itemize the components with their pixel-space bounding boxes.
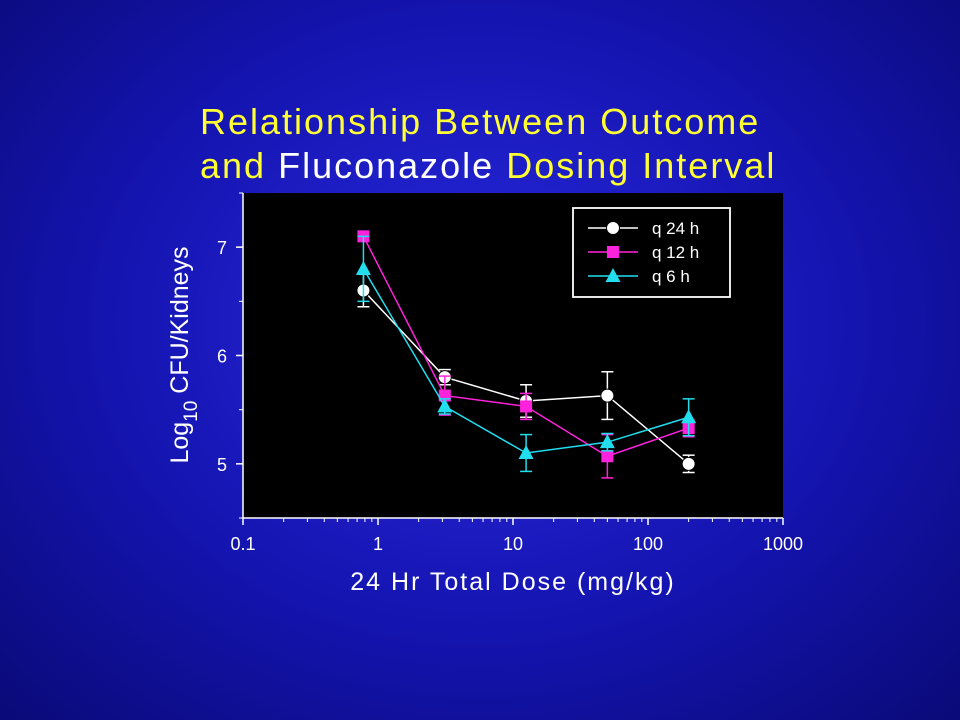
legend-label: q 6 h: [652, 267, 690, 286]
data-point: [681, 409, 697, 424]
x-axis-label: 24 Hr Total Dose (mg/kg): [350, 568, 675, 596]
axes: 0.1 1 10 100 1000 5 6 7: [217, 192, 803, 554]
legend-label: q 24 h: [652, 219, 699, 238]
series-triangle: [355, 235, 697, 473]
legend-marker: [605, 268, 621, 282]
data-point: [599, 434, 615, 449]
chart-title: Relationship Between Outcome and Flucona…: [200, 100, 920, 188]
legend-marker: [606, 221, 620, 235]
data-point: [437, 398, 453, 413]
title-line-2-end: Dosing Interval: [494, 145, 777, 186]
title-drug-name: Fluconazole: [278, 145, 495, 186]
x-tick-label: 100: [633, 534, 663, 554]
y-tick-label: 6: [217, 347, 227, 367]
x-tick-label: 1000: [763, 534, 803, 554]
x-tick-label: 0.1: [230, 534, 255, 554]
data-point: [518, 445, 534, 459]
y-tick-label: 7: [217, 238, 227, 258]
y-axis-label: Log10 CFU/Kidneys: [166, 246, 202, 463]
legend-marker: [607, 246, 619, 258]
x-tick-label: 1: [373, 534, 383, 554]
data-point: [355, 260, 371, 275]
y-axis-label-sub: 10: [181, 401, 202, 422]
data-point: [520, 400, 533, 413]
series-layer: [355, 230, 697, 479]
data-point: [681, 456, 696, 471]
title-line-2-start: and: [200, 145, 279, 186]
legend-label: q 12 h: [652, 243, 699, 262]
y-tick-label: 5: [217, 455, 227, 475]
y-axis-label-rest: CFU/Kidneys: [166, 246, 194, 400]
legend: q 24 h q 12 h q 6 h: [572, 207, 731, 298]
title-line-1: Relationship Between Outcome: [200, 101, 761, 142]
y-axis-label-main: Log: [166, 422, 194, 464]
x-tick-label: 10: [503, 534, 523, 554]
data-point: [600, 388, 615, 403]
data-point: [601, 450, 614, 463]
